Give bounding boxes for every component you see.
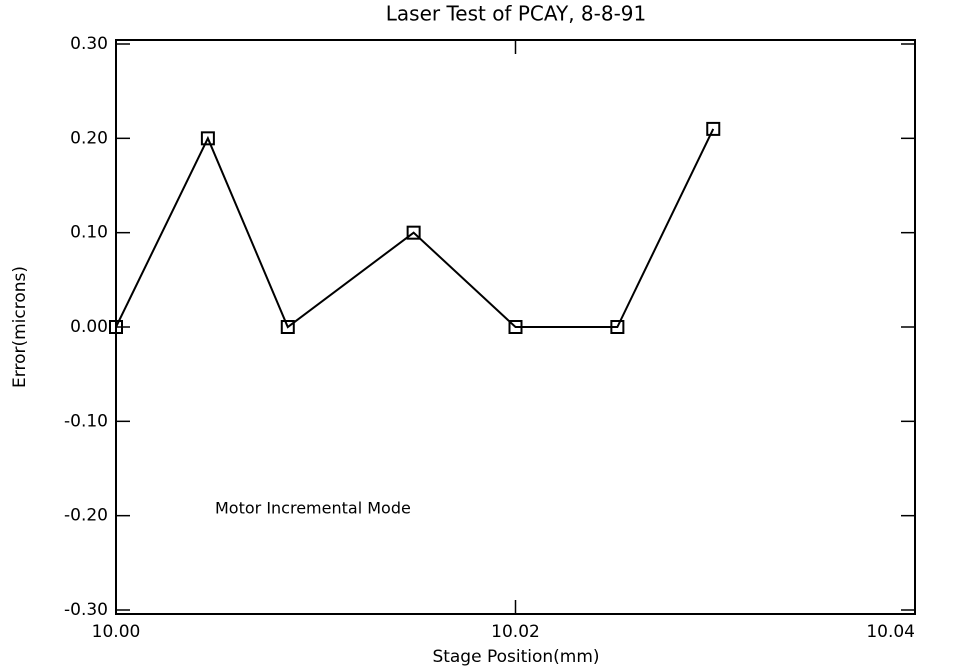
y-tick-label: -0.10 bbox=[64, 411, 108, 431]
chart-title: Laser Test of PCAY, 8-8-91 bbox=[386, 2, 647, 26]
y-tick-label: -0.20 bbox=[64, 506, 108, 526]
data-point bbox=[280, 320, 295, 334]
data-point bbox=[706, 121, 721, 136]
x-axis-label: Stage Position(mm) bbox=[432, 647, 599, 667]
data-line bbox=[115, 128, 715, 329]
x-tick-label: 10.02 bbox=[491, 622, 540, 642]
data-point bbox=[200, 131, 215, 146]
x-tick-label: 10.04 bbox=[866, 622, 915, 642]
y-axis-label: Error(microns) bbox=[10, 266, 30, 388]
y-tick-label: -0.30 bbox=[64, 600, 108, 620]
y-tick-label: 0.10 bbox=[70, 223, 108, 243]
data-point bbox=[508, 320, 523, 334]
annotation: Motor Incremental Mode bbox=[215, 499, 411, 518]
x-tick-label: 10.00 bbox=[92, 622, 141, 642]
data-point bbox=[610, 320, 625, 334]
data-point bbox=[109, 320, 123, 334]
y-tick-label: 0.20 bbox=[70, 128, 108, 148]
data-point bbox=[406, 225, 421, 240]
y-tick-label: 0.30 bbox=[70, 34, 108, 54]
y-tick-label: 0.00 bbox=[70, 317, 108, 337]
